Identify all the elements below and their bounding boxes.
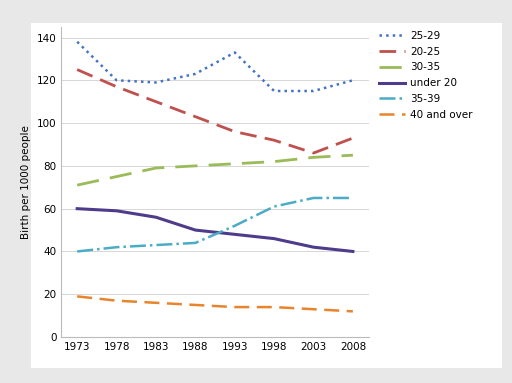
35-39 (153, 243, 159, 247)
30-35 (310, 155, 316, 160)
Line: 30-35: 30-35 (77, 155, 353, 185)
30-35 (231, 162, 238, 166)
under 20 (310, 245, 316, 249)
25-29 (153, 80, 159, 85)
25-29 (231, 50, 238, 55)
Line: 40 and over: 40 and over (77, 296, 353, 311)
25-29 (193, 72, 199, 76)
Legend: 25-29, 20-25, 30-35, under 20, 35-39, 40 and over: 25-29, 20-25, 30-35, under 20, 35-39, 40… (375, 27, 477, 124)
20-25 (271, 138, 277, 142)
40 and over (153, 301, 159, 305)
35-39 (271, 204, 277, 209)
20-25 (193, 115, 199, 119)
under 20 (193, 228, 199, 232)
40 and over (350, 309, 356, 314)
20-25 (350, 136, 356, 140)
under 20 (231, 232, 238, 237)
under 20 (271, 236, 277, 241)
under 20 (74, 206, 80, 211)
Line: 25-29: 25-29 (77, 42, 353, 91)
35-39 (231, 224, 238, 228)
25-29 (310, 89, 316, 93)
under 20 (114, 208, 120, 213)
35-39 (193, 241, 199, 245)
under 20 (153, 215, 159, 219)
Line: 20-25: 20-25 (77, 70, 353, 153)
Line: 35-39: 35-39 (77, 198, 353, 252)
30-35 (271, 159, 277, 164)
40 and over (74, 294, 80, 299)
35-39 (310, 196, 316, 200)
under 20 (350, 249, 356, 254)
30-35 (153, 166, 159, 170)
40 and over (271, 305, 277, 309)
Y-axis label: Birth per 1000 people: Birth per 1000 people (22, 125, 31, 239)
40 and over (114, 298, 120, 303)
25-29 (114, 78, 120, 83)
30-35 (114, 174, 120, 179)
25-29 (350, 78, 356, 83)
20-25 (310, 151, 316, 155)
40 and over (193, 303, 199, 307)
35-39 (350, 196, 356, 200)
Line: under 20: under 20 (77, 209, 353, 252)
40 and over (310, 307, 316, 311)
25-29 (271, 89, 277, 93)
20-25 (114, 84, 120, 89)
30-35 (193, 164, 199, 168)
20-25 (74, 67, 80, 72)
30-35 (350, 153, 356, 157)
35-39 (114, 245, 120, 249)
35-39 (74, 249, 80, 254)
20-25 (231, 129, 238, 134)
30-35 (74, 183, 80, 187)
20-25 (153, 100, 159, 104)
40 and over (231, 305, 238, 309)
25-29 (74, 39, 80, 44)
